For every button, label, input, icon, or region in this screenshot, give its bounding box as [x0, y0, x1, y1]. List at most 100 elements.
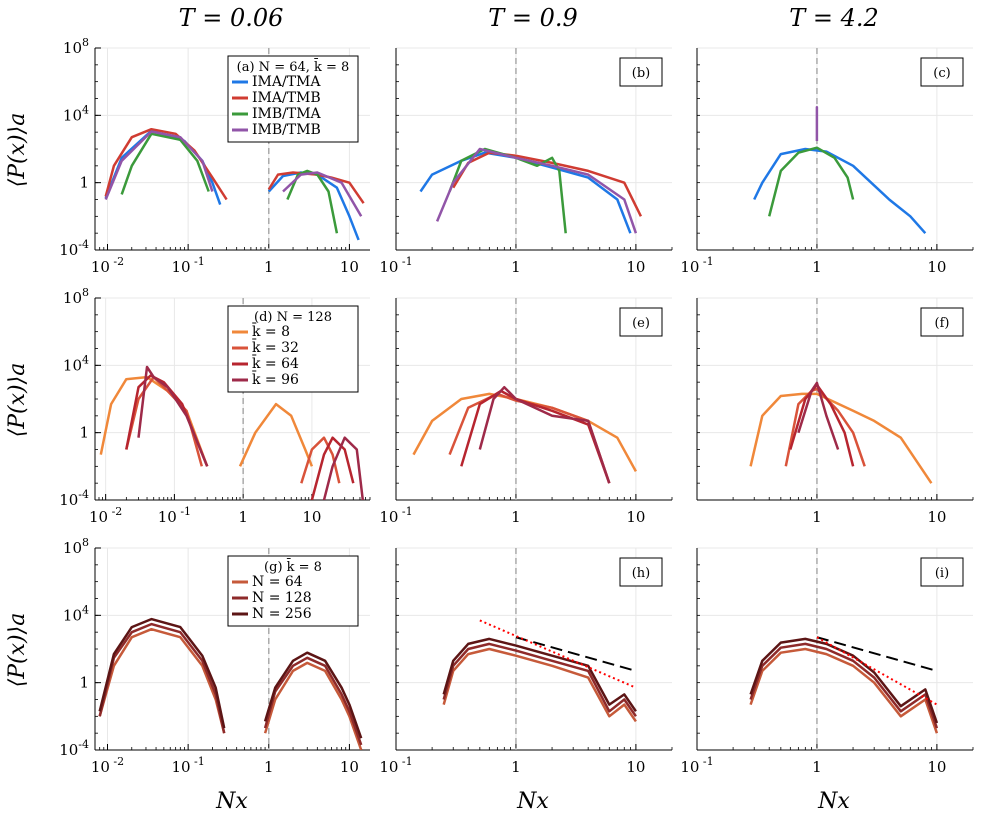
panel-g: 10 -2 10 -1 1 10 10-4 1 104 108 (g) k̄ = 8N = 64… — [59, 536, 370, 776]
xtick-label-f-1: 10 — [927, 508, 946, 526]
xtick-label-d-2: 1 — [238, 508, 248, 526]
legend-label-a-2: IMB/TMA — [252, 106, 322, 122]
legend-label-g-2: N = 256 — [252, 606, 312, 622]
legend-label-g-0: N = 64 — [252, 574, 303, 590]
legend-label-d-1: k̄ = 32 — [252, 338, 299, 356]
series-line-f-3-0 — [797, 381, 840, 450]
column-title-2: T = 0.9 — [488, 4, 578, 32]
xlabel-col-1: Nx — [215, 789, 248, 814]
xtick-label-f-0: 1 — [812, 508, 822, 526]
legend-label-a-0: IMA/TMA — [252, 74, 321, 90]
series-line-h-2-0 — [442, 637, 637, 713]
ytick-label-g-0: 10-4 — [59, 738, 89, 759]
series-line-b-1-0 — [452, 151, 643, 217]
panels: 10 -2 10 -1 1 10 10-4 1 104 108 (a) N = 64, k̄ =… — [59, 36, 974, 776]
series-line-i-0-0 — [749, 647, 939, 734]
column-title-3: T = 4.2 — [789, 4, 879, 32]
series-group-b — [419, 147, 643, 234]
series-line-d-0-0 — [99, 375, 209, 467]
panel-label-c: (c) — [933, 66, 950, 81]
ref-line-i-1 — [816, 636, 938, 706]
xtick-label-a-1: 10 -1 — [171, 255, 204, 276]
series-group-h — [442, 619, 637, 723]
ytick-label-g-3: 108 — [63, 536, 89, 557]
series-line-c-1-0 — [767, 146, 855, 217]
xtick-label-i-1: 1 — [812, 758, 822, 776]
ylabel-row-2: ⟨P(x)⟩a — [5, 363, 30, 438]
legend-label-a-1: IMA/TMB — [252, 90, 321, 106]
xtick-label-e-2: 10 — [626, 508, 645, 526]
panel-label-box-e — [619, 307, 663, 337]
panel-label-box-f — [920, 307, 964, 337]
series-line-g-2-0 — [98, 617, 226, 729]
panel-label-box-b — [619, 57, 663, 87]
xtick-label-i-2: 10 — [927, 758, 946, 776]
series-line-f-2-0 — [789, 383, 855, 467]
series-line-e-3-0 — [478, 385, 611, 484]
xtick-label-h-2: 10 — [626, 758, 645, 776]
legend-title-a: (a) N = 64, k̄ = 8 — [237, 58, 350, 75]
xtick-label-b-0: 10 -1 — [379, 255, 412, 276]
legend-box-a — [227, 55, 359, 143]
xtick-label-e-0: 10 -1 — [379, 505, 412, 526]
xtick-label-a-0: 10 -2 — [91, 255, 124, 276]
ytick-label-d-2: 104 — [63, 353, 89, 374]
panel-a: 10 -2 10 -1 1 10 10-4 1 104 108 (a) N = 64, k̄ =… — [59, 36, 370, 276]
xtick-label-c-1: 1 — [812, 258, 822, 276]
legend-label-d-0: k̄ = 8 — [252, 322, 290, 340]
ytick-label-a-2: 104 — [63, 103, 89, 124]
series-line-g-2-1 — [263, 651, 363, 739]
xtick-label-b-1: 1 — [511, 258, 521, 276]
xtick-label-g-1: 10 -1 — [171, 755, 204, 776]
xtick-label-h-1: 1 — [511, 758, 521, 776]
xtick-label-h-0: 10 -1 — [379, 755, 412, 776]
ref-line-h-1 — [479, 619, 637, 689]
ylabel-row-1: ⟨P(x)⟩a — [5, 113, 30, 188]
xlabel-col-2: Nx — [516, 789, 549, 814]
ytick-label-g-1: 1 — [79, 674, 89, 692]
series-group-f — [749, 381, 933, 484]
series-line-g-1-1 — [263, 656, 363, 746]
legend-label-a-3: IMB/TMB — [252, 122, 321, 138]
series-line-b-2-0 — [448, 147, 567, 234]
panel-label-b: (b) — [632, 66, 650, 81]
legend-title-g: (g) k̄ = 8 — [264, 558, 322, 575]
series-line-d-2-1 — [310, 436, 355, 500]
series-group-a — [104, 127, 365, 241]
series-line-h-1-0 — [442, 642, 637, 718]
series-line-a-1-0 — [104, 127, 228, 201]
panel-f: 1 10 (f) — [696, 297, 974, 526]
series-line-d-3-1 — [322, 436, 365, 500]
panel-label-box-h — [619, 557, 663, 587]
panel-label-box-i — [920, 557, 964, 587]
series-line-f-1-0 — [784, 387, 866, 467]
series-line-d-0-1 — [238, 402, 314, 467]
panel-e: 10 -1 1 10 (e) — [379, 297, 673, 526]
xtick-label-a-3: 10 — [340, 258, 359, 276]
legend-label-g-1: N = 128 — [252, 590, 312, 606]
ytick-label-a-3: 108 — [63, 36, 89, 57]
series-line-g-0-0 — [98, 627, 226, 734]
series-line-g-1-0 — [98, 622, 226, 734]
ylabel-row-3: ⟨P(x)⟩a — [5, 613, 30, 688]
panel-label-i: (i) — [935, 566, 949, 581]
xtick-label-d-1: 10 -1 — [158, 505, 191, 526]
series-line-e-1-0 — [448, 392, 611, 484]
panel-b: 10 -1 1 10 (b) — [379, 47, 673, 276]
panel-label-h: (h) — [632, 566, 651, 581]
panel-c: 10 -1 1 10 (c) — [680, 47, 974, 276]
panel-label-e: (e) — [632, 316, 650, 331]
series-group-i — [749, 636, 939, 734]
xtick-label-i-0: 10 -1 — [680, 755, 713, 776]
column-title-1: T = 0.06 — [179, 4, 284, 32]
ref-line-h-0 — [515, 636, 637, 672]
series-line-a-3-1 — [282, 171, 363, 217]
xtick-label-g-2: 1 — [264, 758, 274, 776]
legend-title-d: (d) N = 128 — [254, 310, 332, 325]
xtick-label-e-1: 1 — [511, 508, 521, 526]
series-line-i-1-0 — [749, 642, 939, 729]
xtick-label-c-0: 10 -1 — [680, 255, 713, 276]
panel-h: 10 -1 1 10 (h) — [379, 547, 673, 776]
